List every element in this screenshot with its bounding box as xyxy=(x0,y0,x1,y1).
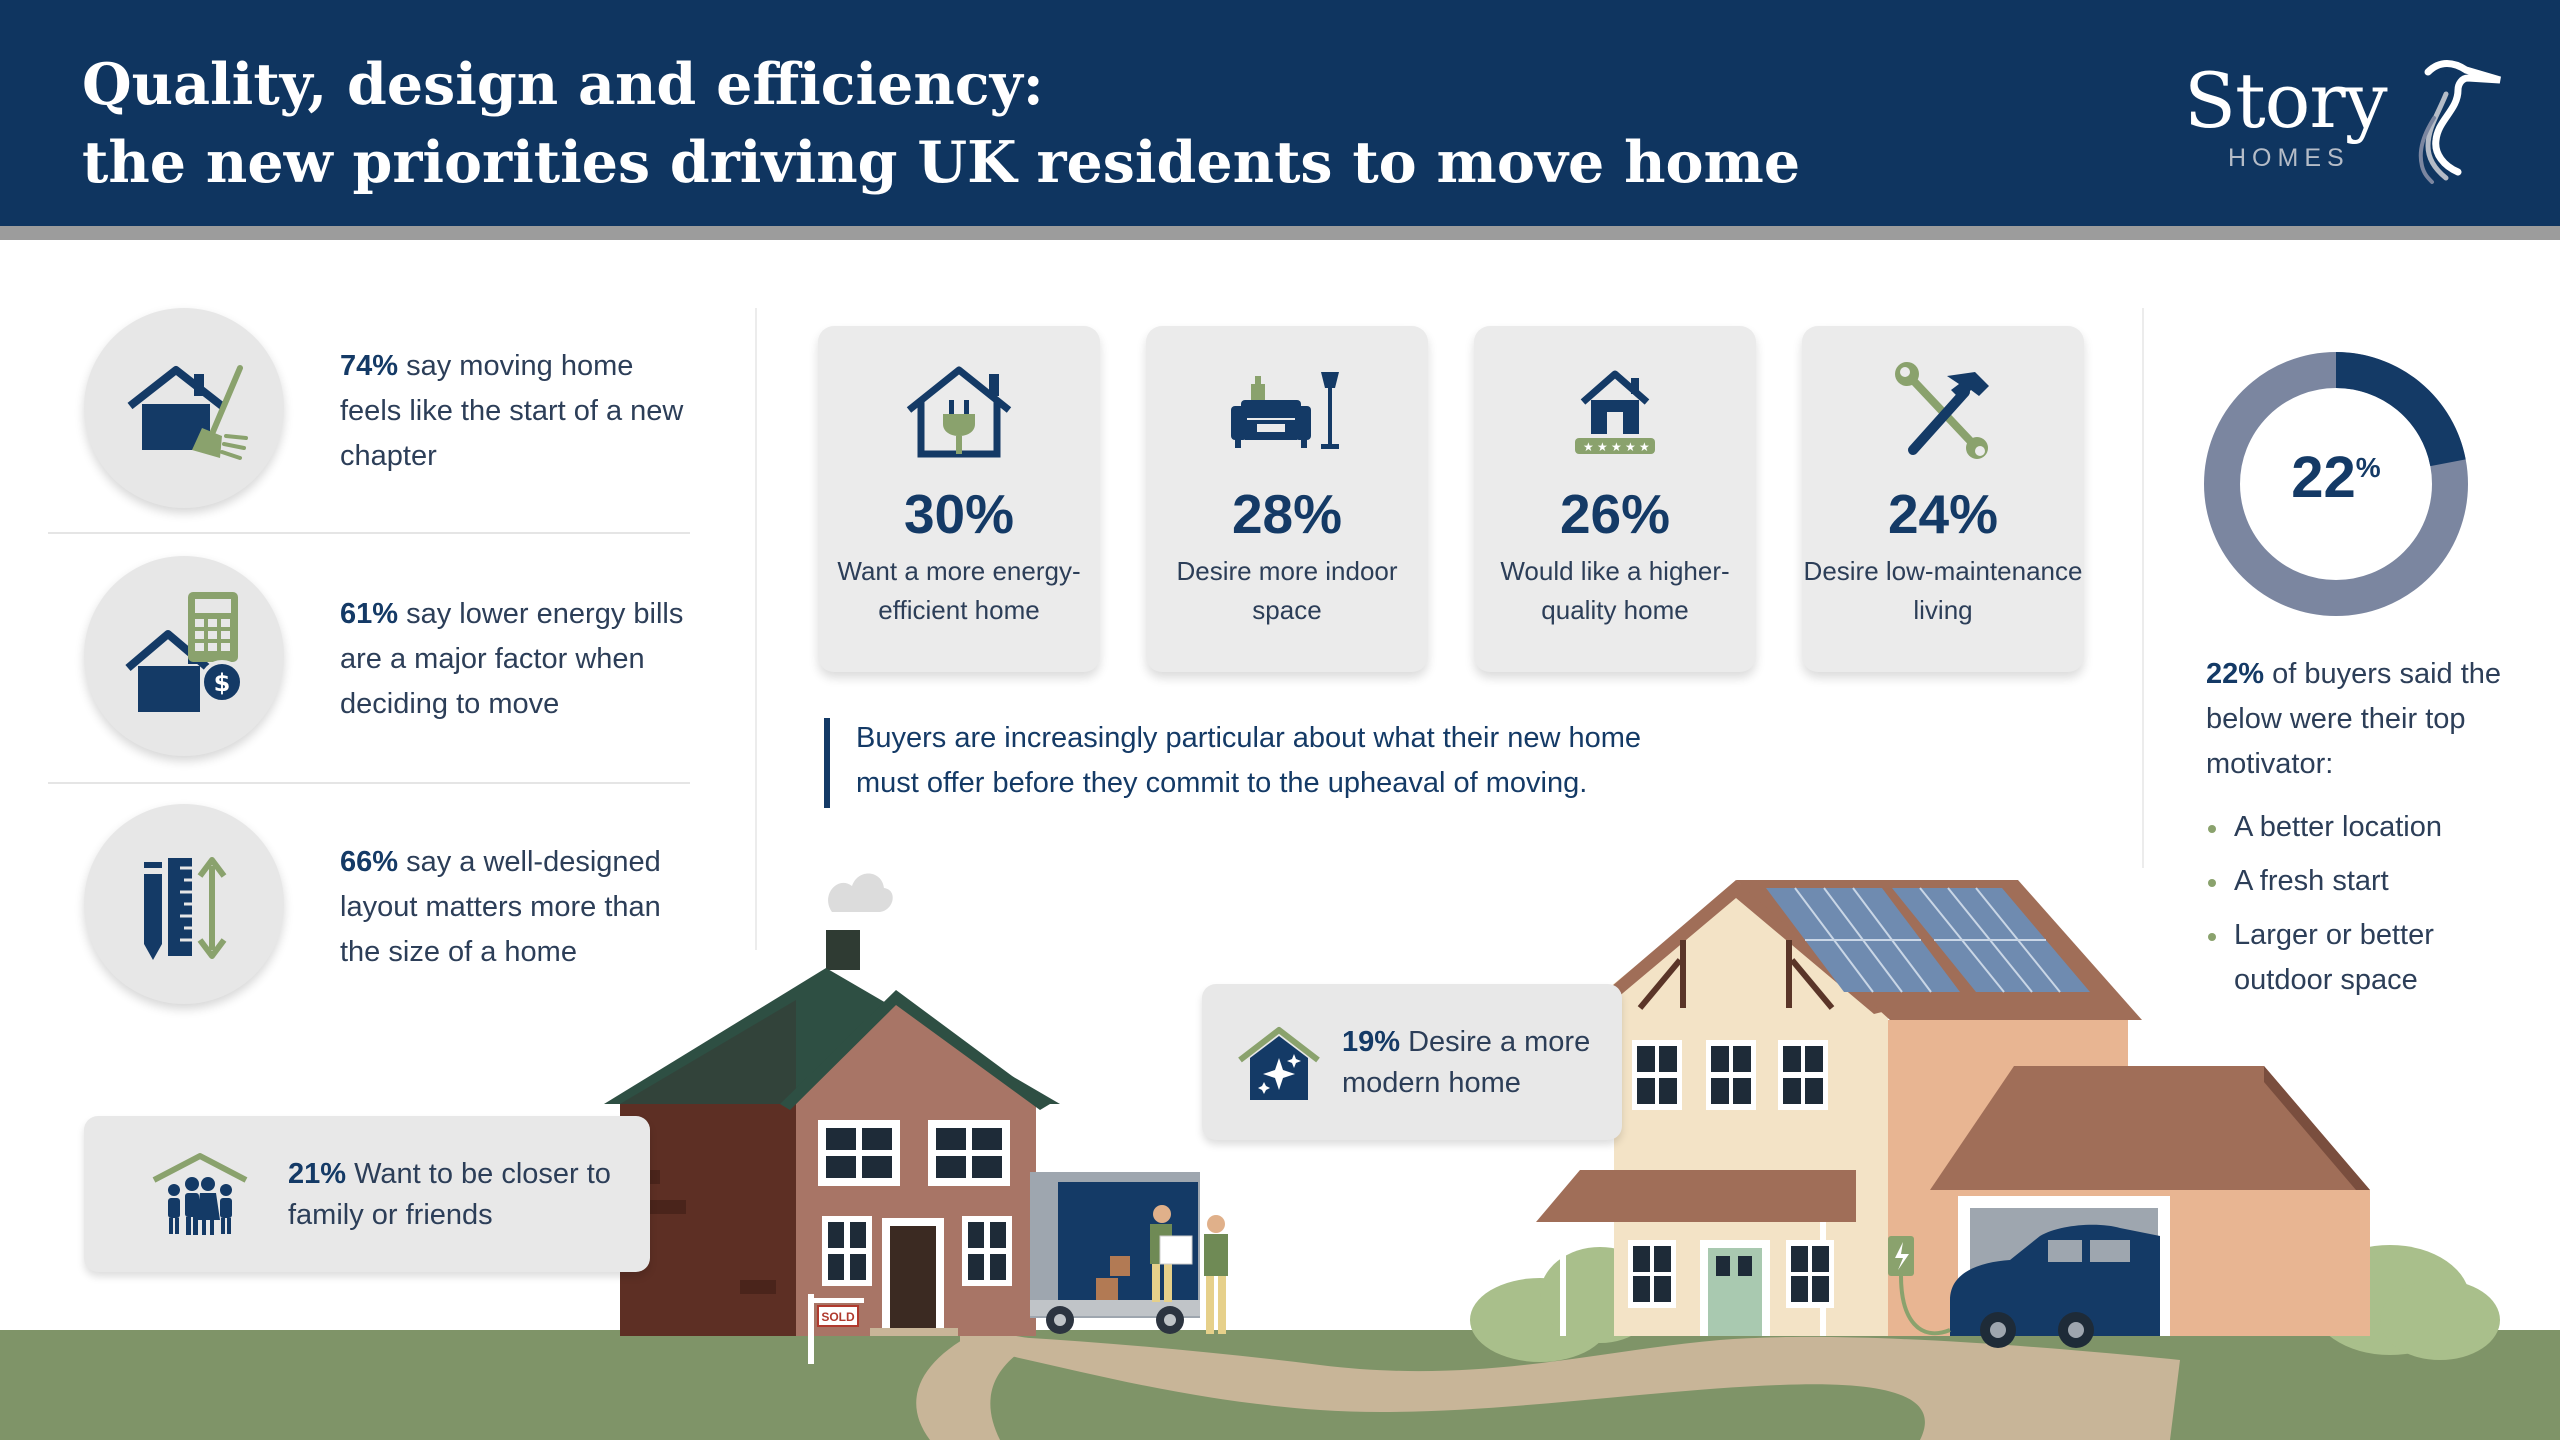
svg-text:★: ★ xyxy=(1639,440,1650,454)
ev-charger-icon xyxy=(1888,1236,1951,1336)
quote-text: Buyers are increasingly particular about… xyxy=(856,722,1642,799)
brick-house-illustration xyxy=(604,873,1060,1336)
row-divider xyxy=(48,532,690,534)
row-divider xyxy=(48,782,690,784)
svg-text:★: ★ xyxy=(1611,440,1622,454)
house-plug-icon xyxy=(906,366,1012,458)
modern-house-illustration xyxy=(1536,880,2370,1348)
donut-value: 22% xyxy=(2291,445,2381,510)
donut-filled-arc xyxy=(2204,352,2468,616)
svg-text:$: $ xyxy=(214,669,231,697)
heron-logo-icon xyxy=(2418,60,2501,184)
stat-label: Desire more indoor space xyxy=(1176,556,1398,625)
list-item: A better location xyxy=(2206,805,2516,850)
list-item: A fresh start xyxy=(2206,859,2516,904)
stat-icon-circle: $ xyxy=(84,556,284,756)
stat-icon-circle xyxy=(84,804,284,1004)
stat-value: 24% xyxy=(1887,483,1999,545)
story-homes-logo: Story HOMES xyxy=(2178,56,2508,192)
house-broom-icon xyxy=(127,365,248,460)
motivator-intro: 22% of buyers said the below were their … xyxy=(2206,658,2502,780)
house-stars-icon: ★ ★ ★ ★ ★ xyxy=(1575,370,1655,454)
stat-icon-circle xyxy=(84,308,284,508)
column-divider xyxy=(755,308,757,950)
svg-text:★: ★ xyxy=(1597,440,1608,454)
left-stat-item: $ 61% say lower energy bills are a major… xyxy=(0,556,690,776)
svg-text:★: ★ xyxy=(1583,440,1594,454)
removal-van xyxy=(1030,1172,1228,1334)
hammer-wrench-icon xyxy=(1895,362,1989,459)
family-callout-text: 21% Want to be closer to family or frien… xyxy=(288,1158,611,1231)
house-sparkle-icon xyxy=(1238,1027,1320,1100)
left-stat-item: 66% say a well-designed layout matters m… xyxy=(0,804,690,1024)
sold-sign: SOLD xyxy=(808,1294,864,1364)
motivator-donut xyxy=(2204,352,2468,616)
stat-card: ★ ★ ★ ★ ★ 26% Would like a higher-quality ho… xyxy=(1474,326,1756,672)
donut-unit: % xyxy=(2355,452,2381,483)
ruler-pencil-icon xyxy=(144,857,227,960)
family-callout: 21% Want to be closer to family or frien… xyxy=(84,1116,650,1272)
stat-value: 26% xyxy=(1559,483,1671,545)
title-line-1: Quality, design and efficiency: xyxy=(82,51,1044,118)
svg-text:★: ★ xyxy=(1625,440,1636,454)
quote-accent-bar xyxy=(824,718,830,808)
left-stat-text: 74% say moving home feels like the start… xyxy=(340,350,684,472)
title-line-2: the new priorities driving UK residents … xyxy=(82,129,1801,196)
stat-value: 30% xyxy=(903,483,1015,545)
stat-label: Desire low-maintenance living xyxy=(1803,556,2083,625)
family-house-icon xyxy=(152,1153,248,1235)
stat-value: 28% xyxy=(1231,483,1343,545)
modern-callout-text: 19% Desire a more modern home xyxy=(1342,1026,1591,1099)
stat-card: 28% Desire more indoor space xyxy=(1146,326,1428,672)
stat-card: 24% Desire low-maintenance living xyxy=(1802,326,2084,672)
stat-card: 30% Want a more energy-efficient home xyxy=(818,326,1100,672)
left-stat-item: 74% say moving home feels like the start… xyxy=(0,308,690,528)
motivator-list: A better location A fresh start Larger o… xyxy=(2206,805,2516,1012)
list-item: Larger or better outdoor space xyxy=(2206,913,2516,1003)
page-title: Quality, design and efficiency: the new … xyxy=(82,46,1800,202)
logo-subtext: HOMES xyxy=(2228,144,2350,172)
left-stat-text: 66% say a well-designed layout matters m… xyxy=(340,846,661,968)
modern-callout: 19% Desire a more modern home xyxy=(1202,984,1622,1140)
column-divider xyxy=(2142,308,2144,868)
stat-label: Want a more energy-efficient home xyxy=(837,556,1081,625)
house-calculator-icon: $ xyxy=(125,592,244,712)
stat-label: Would like a higher-quality home xyxy=(1500,556,1730,625)
sold-sign-text: SOLD xyxy=(821,1310,855,1324)
left-stat-text: 61% say lower energy bills are a major f… xyxy=(340,598,684,720)
header-banner: Quality, design and efficiency: the new … xyxy=(0,0,2560,226)
sofa-lamp-icon xyxy=(1231,372,1339,449)
logo-text: Story xyxy=(2184,56,2388,145)
header-divider xyxy=(0,226,2560,240)
